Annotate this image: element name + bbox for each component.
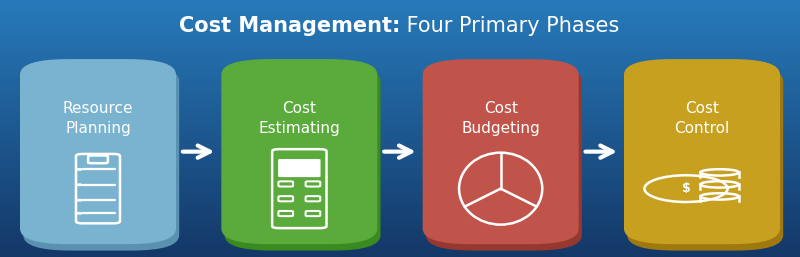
Text: Cost
Estimating: Cost Estimating	[258, 101, 340, 136]
Circle shape	[77, 184, 82, 186]
FancyBboxPatch shape	[422, 59, 578, 244]
Circle shape	[77, 213, 82, 214]
Circle shape	[77, 199, 82, 201]
Text: Cost
Budgeting: Cost Budgeting	[462, 101, 540, 136]
FancyBboxPatch shape	[624, 59, 780, 244]
FancyBboxPatch shape	[225, 66, 381, 251]
FancyBboxPatch shape	[278, 159, 321, 177]
FancyBboxPatch shape	[20, 59, 176, 244]
FancyBboxPatch shape	[426, 66, 582, 251]
FancyBboxPatch shape	[222, 59, 378, 244]
FancyBboxPatch shape	[88, 155, 108, 163]
Text: Resource
Planning: Resource Planning	[62, 101, 134, 136]
Text: Cost
Control: Cost Control	[674, 101, 730, 136]
Text: $: $	[682, 182, 690, 195]
Text: Cost Management:: Cost Management:	[178, 16, 400, 36]
FancyBboxPatch shape	[627, 66, 783, 251]
Circle shape	[77, 169, 82, 170]
Text: Four Primary Phases: Four Primary Phases	[400, 16, 619, 36]
FancyBboxPatch shape	[23, 66, 179, 251]
